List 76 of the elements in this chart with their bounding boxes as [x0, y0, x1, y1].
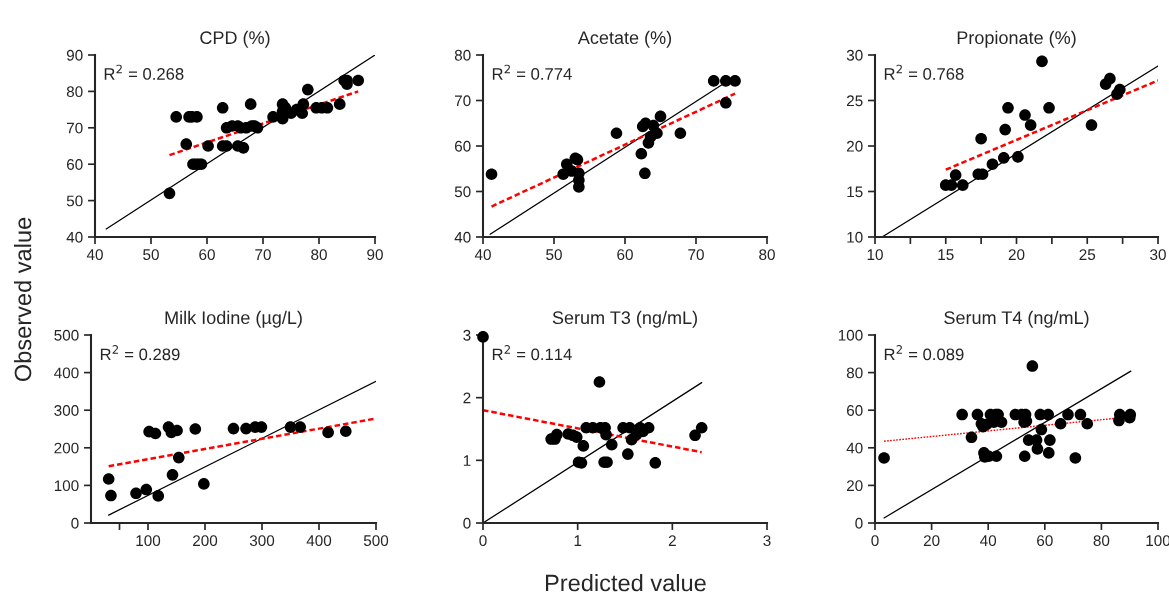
y-tick-label: 20: [846, 140, 863, 152]
annotation: R$^{2}$ = 0.768: [884, 64, 964, 80]
y-tick-label: 80: [846, 367, 863, 379]
y-tick-label: 300: [54, 405, 79, 416]
y-tick-label: 2: [463, 392, 471, 404]
y-tick-label: 0: [71, 517, 79, 529]
y-tick-label: 60: [846, 405, 863, 416]
x-tick-label: 300: [249, 535, 275, 547]
y-tick-label: 90: [66, 49, 83, 61]
chart-title: Serum T3 (ng/mL): [552, 310, 697, 328]
y-tick-label: 100: [54, 480, 79, 492]
x-axis-title: Predicted value: [545, 573, 706, 592]
y-tick-label: 200: [54, 442, 79, 454]
y-tick-label: 20: [846, 480, 863, 492]
y-tick-label: 3: [463, 329, 471, 341]
chart-title: Milk Iodine (µg/L): [165, 310, 302, 328]
x-tick-label: 20: [1008, 249, 1025, 261]
chart-title: Serum T4 (ng/mL): [944, 310, 1089, 328]
annotation: R$^{2}$ = 0.268: [104, 64, 184, 80]
x-tick-label: 20: [923, 535, 940, 547]
y-tick-label: 25: [846, 95, 863, 107]
x-tick-label: 60: [1037, 535, 1053, 547]
x-tick-label: 15: [938, 249, 954, 261]
y-tick-label: 80: [454, 49, 471, 61]
x-tick-label: 200: [193, 535, 218, 547]
annotation: R$^{2}$ = 0.289: [100, 345, 180, 361]
x-tick-label: 0: [871, 535, 879, 547]
x-tick-label: 500: [363, 535, 389, 547]
x-tick-label: 10: [867, 249, 883, 261]
y-tick-label: 500: [54, 329, 79, 341]
x-tick-label: 3: [763, 535, 771, 547]
x-tick-label: 30: [1150, 249, 1166, 261]
x-tick-label: 50: [546, 249, 562, 261]
chart-title: Acetate (%): [577, 30, 672, 48]
x-tick-label: 90: [367, 249, 383, 261]
x-tick-label: 40: [474, 249, 491, 261]
x-tick-label: 25: [1079, 249, 1096, 261]
x-tick-label: 80: [311, 249, 327, 261]
x-tick-label: 50: [143, 249, 159, 261]
y-tick-label: 100: [838, 329, 863, 341]
x-tick-label: 400: [306, 535, 332, 547]
x-tick-label: 60: [199, 249, 215, 261]
y-tick-label: 0: [463, 517, 471, 529]
x-tick-label: 100: [136, 535, 161, 547]
x-tick-label: 80: [759, 249, 775, 261]
y-tick-label: 30: [846, 49, 863, 61]
annotation: R$^{2}$ = 0.089: [884, 345, 964, 361]
y-tick-label: 400: [54, 367, 79, 379]
y-tick-label: 50: [454, 186, 471, 198]
x-tick-label: 40: [980, 535, 997, 547]
x-tick-label: 80: [1093, 535, 1110, 547]
y-tick-label: 40: [454, 231, 471, 243]
y-tick-label: 40: [66, 231, 83, 243]
x-tick-label: 0: [479, 535, 487, 547]
y-tick-label: 60: [454, 140, 471, 152]
chart-title: Propionate (%): [957, 30, 1076, 48]
y-tick-label: 80: [66, 86, 83, 98]
y-tick-label: 1: [463, 455, 471, 466]
y-axis-title: Observed value: [14, 217, 32, 382]
y-tick-label: 15: [847, 186, 863, 198]
y-tick-label: 70: [66, 122, 83, 134]
x-tick-label: 70: [255, 249, 271, 261]
y-tick-label: 40: [846, 442, 863, 454]
annotation: R$^{2}$ = 0.114: [492, 345, 572, 361]
y-tick-label: 70: [454, 95, 471, 107]
x-tick-label: 1: [574, 535, 582, 546]
x-tick-label: 40: [86, 249, 103, 261]
y-tick-label: 0: [855, 517, 863, 529]
x-tick-label: 2: [668, 535, 676, 546]
x-tick-label: 60: [617, 249, 633, 261]
y-tick-label: 10: [847, 231, 863, 243]
y-tick-label: 50: [66, 195, 83, 207]
annotation: R$^{2}$ = 0.774: [492, 64, 572, 80]
y-tick-label: 60: [66, 159, 83, 170]
x-tick-label: 70: [688, 249, 704, 261]
chart-title: CPD (%): [200, 30, 270, 48]
